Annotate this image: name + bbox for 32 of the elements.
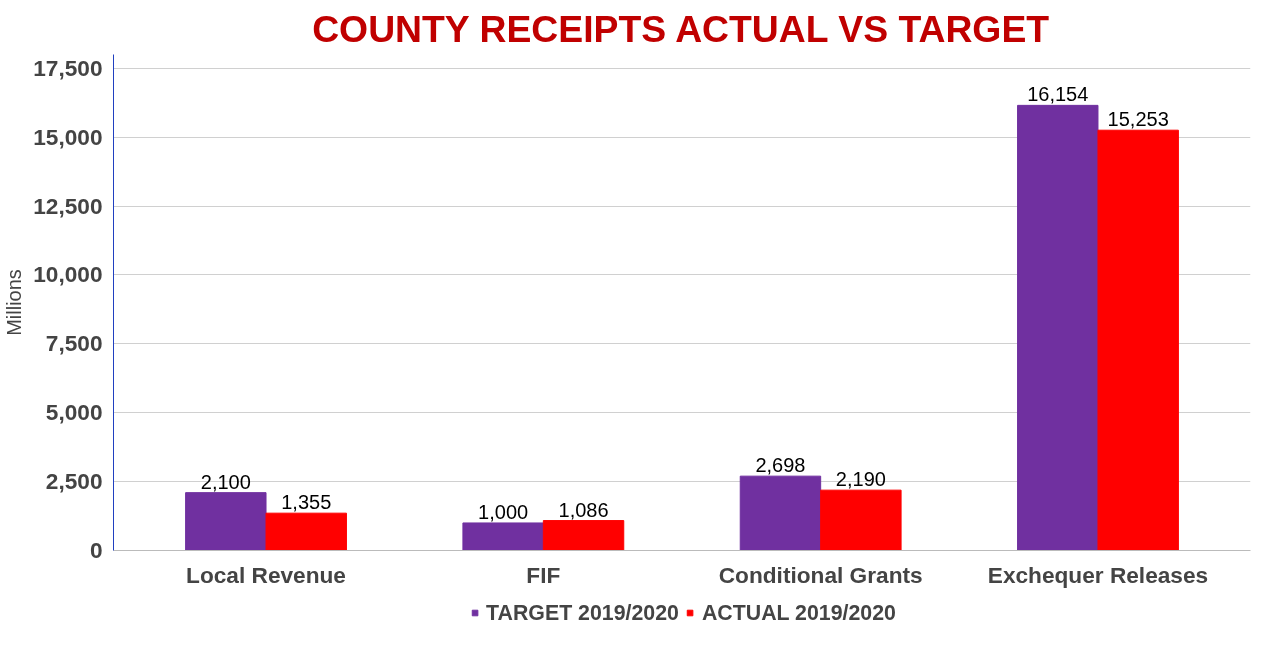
- bar: [1017, 104, 1099, 551]
- legend-label: ACTUAL 2019/2020: [701, 600, 896, 625]
- data-label: 1,000: [478, 500, 529, 523]
- y-tick-label: 2,500: [45, 468, 103, 495]
- bar: [820, 489, 902, 551]
- y-tick-label: 12,500: [33, 192, 103, 219]
- bar: [265, 512, 347, 551]
- x-tick-label: Conditional Grants: [718, 561, 923, 588]
- legend-label: TARGET 2019/2020: [486, 600, 679, 625]
- x-tick-label: Exchequer Releases: [987, 561, 1209, 588]
- bar: [1097, 129, 1179, 551]
- y-tick-label: 7,500: [45, 330, 103, 357]
- y-tick-label: 10,000: [33, 261, 103, 288]
- y-tick-label: 0: [89, 537, 103, 563]
- bar: [185, 492, 267, 551]
- y-tick-label: 5,000: [45, 399, 103, 426]
- chart-title: COUNTY RECEIPTS ACTUAL VS TARGET: [312, 7, 1050, 50]
- y-axis-title: Millions: [3, 269, 26, 336]
- data-label: 15,253: [1107, 108, 1169, 131]
- data-label: 16,154: [1027, 83, 1089, 106]
- x-tick-label: Local Revenue: [186, 561, 346, 588]
- data-label: 1,355: [281, 491, 332, 514]
- data-label: 2,698: [755, 454, 806, 477]
- data-label: 1,086: [558, 498, 609, 521]
- y-tick-label: 17,500: [33, 54, 103, 81]
- data-label: 2,190: [835, 468, 886, 491]
- bar: [739, 475, 822, 551]
- bar: [542, 520, 625, 551]
- x-tick-label: FIF: [526, 561, 561, 588]
- y-tick-label: 15,000: [33, 123, 103, 150]
- bar: [462, 522, 544, 551]
- data-label: 2,100: [200, 470, 251, 493]
